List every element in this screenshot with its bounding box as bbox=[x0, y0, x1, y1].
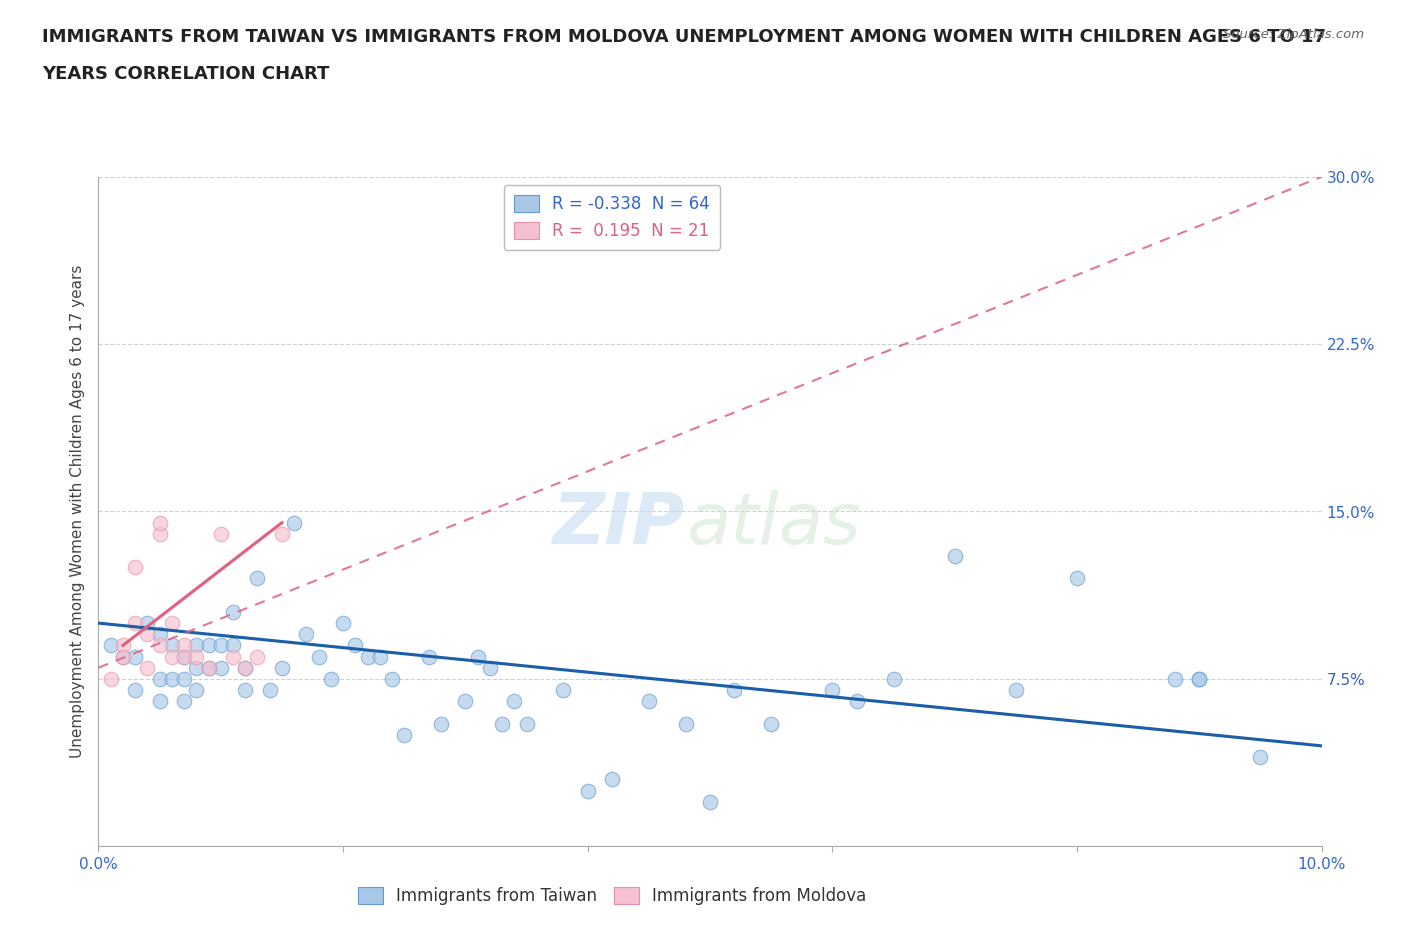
Point bbox=[576, 783, 599, 798]
Point bbox=[308, 649, 330, 664]
Point bbox=[222, 649, 245, 664]
Point bbox=[160, 616, 183, 631]
Point bbox=[1164, 671, 1187, 686]
Point bbox=[516, 716, 538, 731]
Point bbox=[149, 627, 172, 642]
Point bbox=[186, 660, 208, 675]
Point bbox=[186, 638, 208, 653]
Text: ZIP: ZIP bbox=[554, 490, 686, 559]
Point bbox=[821, 683, 844, 698]
Point bbox=[246, 571, 269, 586]
Point bbox=[467, 649, 489, 664]
Point bbox=[1004, 683, 1026, 698]
Point bbox=[233, 660, 256, 675]
Point bbox=[491, 716, 513, 731]
Point bbox=[295, 627, 318, 642]
Point bbox=[124, 560, 146, 575]
Point bbox=[270, 660, 292, 675]
Point bbox=[503, 694, 526, 709]
Point bbox=[233, 683, 256, 698]
Point bbox=[136, 616, 159, 631]
Point bbox=[283, 515, 305, 530]
Point bbox=[197, 660, 219, 675]
Text: IMMIGRANTS FROM TAIWAN VS IMMIGRANTS FROM MOLDOVA UNEMPLOYMENT AMONG WOMEN WITH : IMMIGRANTS FROM TAIWAN VS IMMIGRANTS FRO… bbox=[42, 28, 1326, 46]
Point bbox=[173, 649, 195, 664]
Legend: Immigrants from Taiwan, Immigrants from Moldova: Immigrants from Taiwan, Immigrants from … bbox=[352, 880, 873, 911]
Point bbox=[186, 683, 208, 698]
Point bbox=[100, 671, 122, 686]
Point bbox=[100, 638, 122, 653]
Point bbox=[197, 638, 219, 653]
Point bbox=[149, 638, 172, 653]
Point bbox=[356, 649, 378, 664]
Point bbox=[319, 671, 342, 686]
Point bbox=[222, 638, 245, 653]
Point bbox=[418, 649, 440, 664]
Point bbox=[160, 671, 183, 686]
Point bbox=[1066, 571, 1088, 586]
Y-axis label: Unemployment Among Women with Children Ages 6 to 17 years: Unemployment Among Women with Children A… bbox=[70, 265, 86, 758]
Point bbox=[699, 794, 721, 809]
Point bbox=[478, 660, 501, 675]
Point bbox=[160, 649, 183, 664]
Point bbox=[723, 683, 745, 698]
Point bbox=[344, 638, 367, 653]
Point bbox=[553, 683, 575, 698]
Point bbox=[759, 716, 782, 731]
Point bbox=[270, 526, 292, 541]
Point bbox=[1249, 750, 1271, 764]
Point bbox=[124, 683, 146, 698]
Point bbox=[173, 671, 195, 686]
Point bbox=[111, 649, 134, 664]
Point bbox=[600, 772, 623, 787]
Text: Source: ZipAtlas.com: Source: ZipAtlas.com bbox=[1223, 28, 1364, 41]
Point bbox=[173, 638, 195, 653]
Point bbox=[637, 694, 661, 709]
Point bbox=[222, 604, 245, 619]
Point bbox=[149, 671, 172, 686]
Point bbox=[454, 694, 477, 709]
Point bbox=[136, 627, 159, 642]
Point bbox=[124, 649, 146, 664]
Point bbox=[675, 716, 697, 731]
Point bbox=[186, 649, 208, 664]
Point bbox=[381, 671, 404, 686]
Point bbox=[197, 660, 219, 675]
Point bbox=[149, 515, 172, 530]
Point bbox=[845, 694, 868, 709]
Point bbox=[233, 660, 256, 675]
Point bbox=[392, 727, 416, 742]
Text: YEARS CORRELATION CHART: YEARS CORRELATION CHART bbox=[42, 65, 329, 83]
Point bbox=[209, 526, 232, 541]
Point bbox=[1188, 671, 1211, 686]
Point bbox=[209, 638, 232, 653]
Point bbox=[246, 649, 269, 664]
Point bbox=[160, 638, 183, 653]
Point bbox=[368, 649, 391, 664]
Point bbox=[883, 671, 905, 686]
Point bbox=[136, 660, 159, 675]
Text: atlas: atlas bbox=[686, 490, 860, 559]
Point bbox=[332, 616, 354, 631]
Point bbox=[209, 660, 232, 675]
Point bbox=[1188, 671, 1211, 686]
Point bbox=[149, 694, 172, 709]
Point bbox=[173, 649, 195, 664]
Point bbox=[943, 549, 966, 564]
Point bbox=[430, 716, 453, 731]
Point bbox=[259, 683, 281, 698]
Point bbox=[124, 616, 146, 631]
Point bbox=[111, 638, 134, 653]
Point bbox=[111, 649, 134, 664]
Point bbox=[149, 526, 172, 541]
Point bbox=[173, 694, 195, 709]
